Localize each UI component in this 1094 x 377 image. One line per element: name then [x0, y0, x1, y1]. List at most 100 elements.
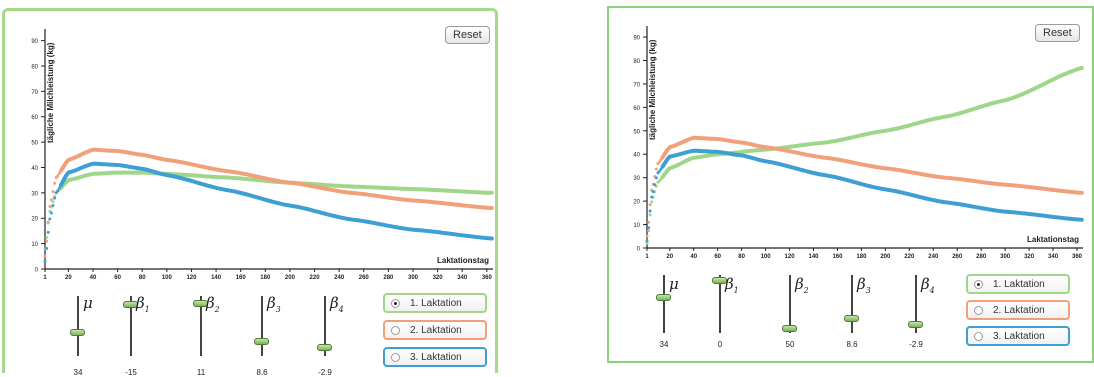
x-tick-label: 300 [408, 275, 419, 281]
series-point [56, 174, 60, 178]
x-tick-label: 120 [186, 275, 197, 281]
slider-track[interactable] [663, 275, 665, 333]
slider-track[interactable] [719, 275, 721, 333]
slider-track[interactable] [77, 296, 79, 356]
series-point [45, 235, 49, 239]
series-line [660, 148, 1084, 222]
laktation-label: 3. Laktation [993, 330, 1045, 342]
x-tick-label: 200 [880, 254, 891, 260]
parameter-slider[interactable]: -2.9 [901, 275, 931, 349]
slider-track[interactable] [851, 275, 853, 333]
slider-value: -2.9 [909, 340, 923, 349]
left-simulation-panel: 0 10 20 30 40 50 60 70 80 90 1 20 40 60 80 100 120 140 160… [2, 8, 498, 377]
laktation-option[interactable]: 3. Laktation [966, 326, 1070, 346]
radio-icon[interactable] [974, 279, 983, 289]
x-tick-label: 20 [65, 275, 72, 281]
y-tick-label: 80 [31, 64, 38, 70]
x-tick-label: 340 [1048, 254, 1059, 260]
slider-handle[interactable] [254, 338, 269, 346]
y-tick-label: 50 [31, 141, 38, 147]
x-tick-label: 320 [433, 275, 444, 281]
series-point [651, 190, 655, 194]
laktation-option[interactable]: 1. Laktation [966, 274, 1070, 294]
x-tick-label: 1 [645, 254, 649, 260]
x-tick-label: 40 [90, 275, 97, 281]
y-axis-label: tägliche Milchleistung (kg) [46, 42, 55, 143]
y-tick-label: 40 [633, 153, 640, 159]
x-axis-label: Laktationstag [1027, 235, 1079, 244]
series-point [57, 186, 61, 190]
y-tick-label: 90 [31, 39, 38, 45]
x-tick-label: 1 [43, 275, 47, 281]
series-point [56, 189, 60, 193]
parameter-symbol: β1 [136, 294, 150, 314]
y-tick-label: 70 [31, 90, 38, 96]
slider-handle[interactable] [844, 314, 859, 322]
series-green [43, 170, 494, 251]
laktation-label: 2. Laktation [410, 324, 462, 336]
parameter-symbol: β4 [330, 294, 344, 314]
reset-button[interactable]: Reset [445, 26, 490, 44]
series-point [45, 239, 49, 243]
slider-value: 0 [717, 340, 723, 349]
series-point [654, 167, 658, 171]
laktation-option[interactable]: 2. Laktation [966, 300, 1070, 320]
slider-track[interactable] [915, 275, 917, 333]
x-axis-label: Laktationstag [437, 256, 489, 265]
y-tick-label: 20 [31, 217, 38, 223]
parameter-symbol: β2 [795, 275, 809, 295]
slider-handle[interactable] [193, 299, 208, 307]
parameter-symbol: β3 [857, 275, 871, 295]
series-point [648, 213, 652, 217]
slider-handle[interactable] [782, 324, 797, 332]
reset-button[interactable]: Reset [1035, 24, 1080, 42]
radio-icon[interactable] [391, 352, 400, 362]
parameter-slider[interactable]: 0 [705, 275, 735, 349]
laktation-option[interactable]: 1. Laktation [383, 293, 487, 313]
series-point [645, 241, 649, 245]
x-tick-label: 180 [260, 275, 271, 281]
slider-value: 8.6 [846, 340, 858, 349]
slider-track[interactable] [324, 296, 326, 356]
y-tick-label: 80 [633, 59, 640, 65]
laktation-option[interactable]: 3. Laktation [383, 347, 487, 367]
series-point [43, 259, 47, 263]
series-point [53, 181, 57, 185]
slider-value: 34 [659, 340, 669, 349]
slider-track[interactable] [200, 296, 202, 356]
x-tick-label: 240 [928, 254, 939, 260]
laktation-option[interactable]: 2. Laktation [383, 320, 487, 340]
radio-icon[interactable] [974, 331, 983, 341]
slider-handle[interactable] [70, 328, 85, 336]
slider-handle[interactable] [123, 301, 138, 309]
slider-handle[interactable] [656, 293, 671, 301]
x-tick-label: 360 [1072, 254, 1083, 260]
series-point [46, 230, 50, 234]
series-point [653, 183, 657, 187]
laktation-label: 1. Laktation [993, 278, 1045, 290]
parameter-slider[interactable]: 8.6 [837, 275, 867, 349]
x-tick-label: 40 [690, 254, 697, 260]
series-point [45, 247, 49, 251]
x-tick-label: 300 [1000, 254, 1011, 260]
series-point [650, 200, 654, 204]
radio-icon[interactable] [974, 305, 983, 315]
parameter-symbol: β1 [725, 275, 739, 295]
x-tick-label: 80 [738, 254, 745, 260]
series-point [48, 217, 52, 221]
radio-icon[interactable] [391, 298, 400, 308]
parameter-slider[interactable]: 50 [775, 275, 805, 349]
slider-handle[interactable] [712, 276, 727, 284]
parameter-slider[interactable]: 34 [649, 275, 679, 349]
slider-track[interactable] [261, 296, 263, 356]
radio-icon[interactable] [391, 325, 400, 335]
slider-handle[interactable] [908, 320, 923, 328]
slider-track[interactable] [789, 275, 791, 333]
series-orange [645, 135, 1084, 238]
parameter-symbol: μ [669, 275, 679, 293]
x-tick-label: 60 [714, 254, 721, 260]
slider-track[interactable] [130, 296, 132, 356]
slider-handle[interactable] [317, 343, 332, 351]
series-line [660, 135, 1084, 195]
